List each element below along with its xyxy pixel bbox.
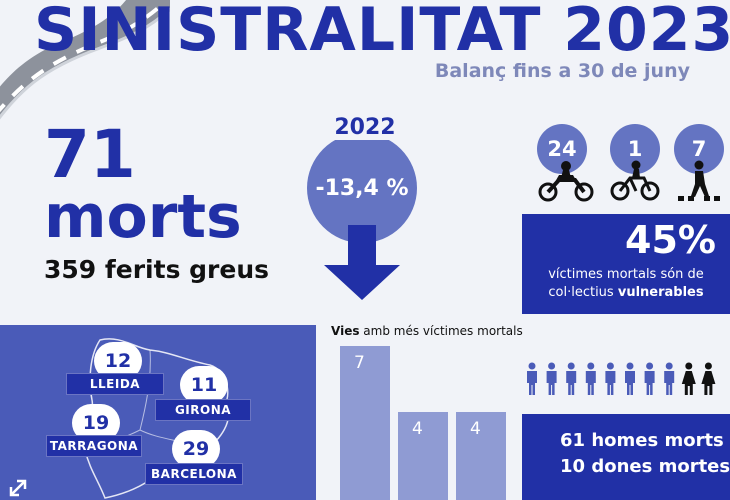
page-title: SINISTRALITAT 2023 [34, 0, 730, 65]
roads-chart-title-rest: amb més víctimes mortals [359, 324, 523, 338]
roads-bar-chart: 7 4 4 [340, 346, 506, 500]
injured-count: 359 ferits greus [44, 255, 270, 284]
region-tarragona-label: TARRAGONA [46, 435, 142, 457]
vulnerable-description: víctimes mortals són de col·lectius vuln… [528, 266, 724, 302]
man-icon [605, 362, 616, 395]
region-girona-value: 11 [180, 366, 228, 404]
vulnerable-percent: 45% [625, 218, 716, 262]
change-circle [307, 140, 417, 243]
man-icon [566, 362, 577, 395]
region-barcelona-value: 29 [172, 430, 220, 468]
men-deaths: 61 homes morts [560, 430, 724, 451]
bar-label-1: 4 [412, 419, 423, 439]
deaths-label: morts [44, 182, 242, 252]
man-icon [644, 362, 655, 395]
motorcycle-icon [538, 161, 594, 202]
vulnerable-text-bold: vulnerables [617, 285, 704, 300]
man-icon [664, 362, 675, 395]
woman-icon [701, 362, 716, 395]
roads-chart-title: Vies amb més víctimes mortals [331, 324, 523, 338]
gender-panel [522, 414, 730, 500]
bar-label-2: 4 [470, 419, 481, 439]
page-subtitle: Balanç fins a 30 de juny [434, 60, 690, 82]
down-arrow-icon [324, 225, 400, 300]
gender-people-icons [527, 362, 716, 395]
man-icon [527, 362, 537, 395]
change-value: -13,4 % [315, 176, 408, 201]
bar-1 [398, 412, 448, 500]
women-deaths: 10 dones mortes [560, 456, 730, 477]
vulnerable-panel [522, 214, 730, 314]
region-lleida-label: LLEIDA [66, 373, 164, 395]
bar-2 [456, 412, 506, 500]
man-icon [625, 362, 635, 395]
road-decoration [0, 0, 170, 120]
bar-0 [340, 346, 390, 500]
comparison-year: 2022 [334, 115, 396, 140]
vulnerable-text-plain: col·lectius [548, 285, 618, 300]
pedestrian-icon [678, 160, 720, 201]
vulnerable-text-line1: víctimes mortals són de [548, 267, 704, 282]
man-icon [546, 362, 557, 395]
expand-arrow-icon [9, 479, 27, 497]
roads-chart-title-bold: Vies [331, 324, 360, 338]
bar-label-0: 7 [354, 353, 365, 373]
region-girona-label: GIRONA [155, 399, 251, 421]
deaths-count: 71 [44, 116, 136, 193]
region-barcelona-label: BARCELONA [145, 463, 243, 485]
vulnerable-text-line2: col·lectius vulnerables [528, 284, 724, 302]
bicycle-icon [610, 160, 660, 201]
woman-icon [681, 362, 696, 395]
man-icon [585, 362, 596, 395]
change-indicator: -13,4 % [307, 140, 417, 300]
